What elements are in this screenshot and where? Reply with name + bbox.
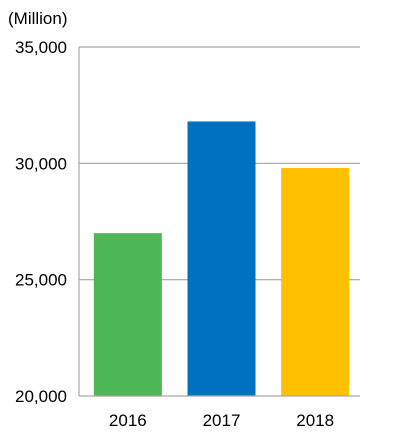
x-tick-label: 2016 xyxy=(109,411,147,430)
y-tick-label: 20,000 xyxy=(15,387,67,406)
bar-2016 xyxy=(93,233,162,396)
unit-label: (Million) xyxy=(8,9,68,28)
x-tick-label: 2018 xyxy=(296,411,334,430)
bars xyxy=(93,121,350,396)
y-tick-label: 35,000 xyxy=(15,38,67,57)
y-tick-label: 25,000 xyxy=(15,271,67,290)
y-tick-label: 30,000 xyxy=(15,154,67,173)
bar-2018 xyxy=(281,167,350,396)
x-axis-ticks: 2016 2017 2018 xyxy=(109,411,334,430)
bar-2017 xyxy=(187,121,256,396)
y-axis-ticks: 20,000 25,000 30,000 35,000 xyxy=(15,38,67,406)
x-tick-label: 2017 xyxy=(203,411,241,430)
